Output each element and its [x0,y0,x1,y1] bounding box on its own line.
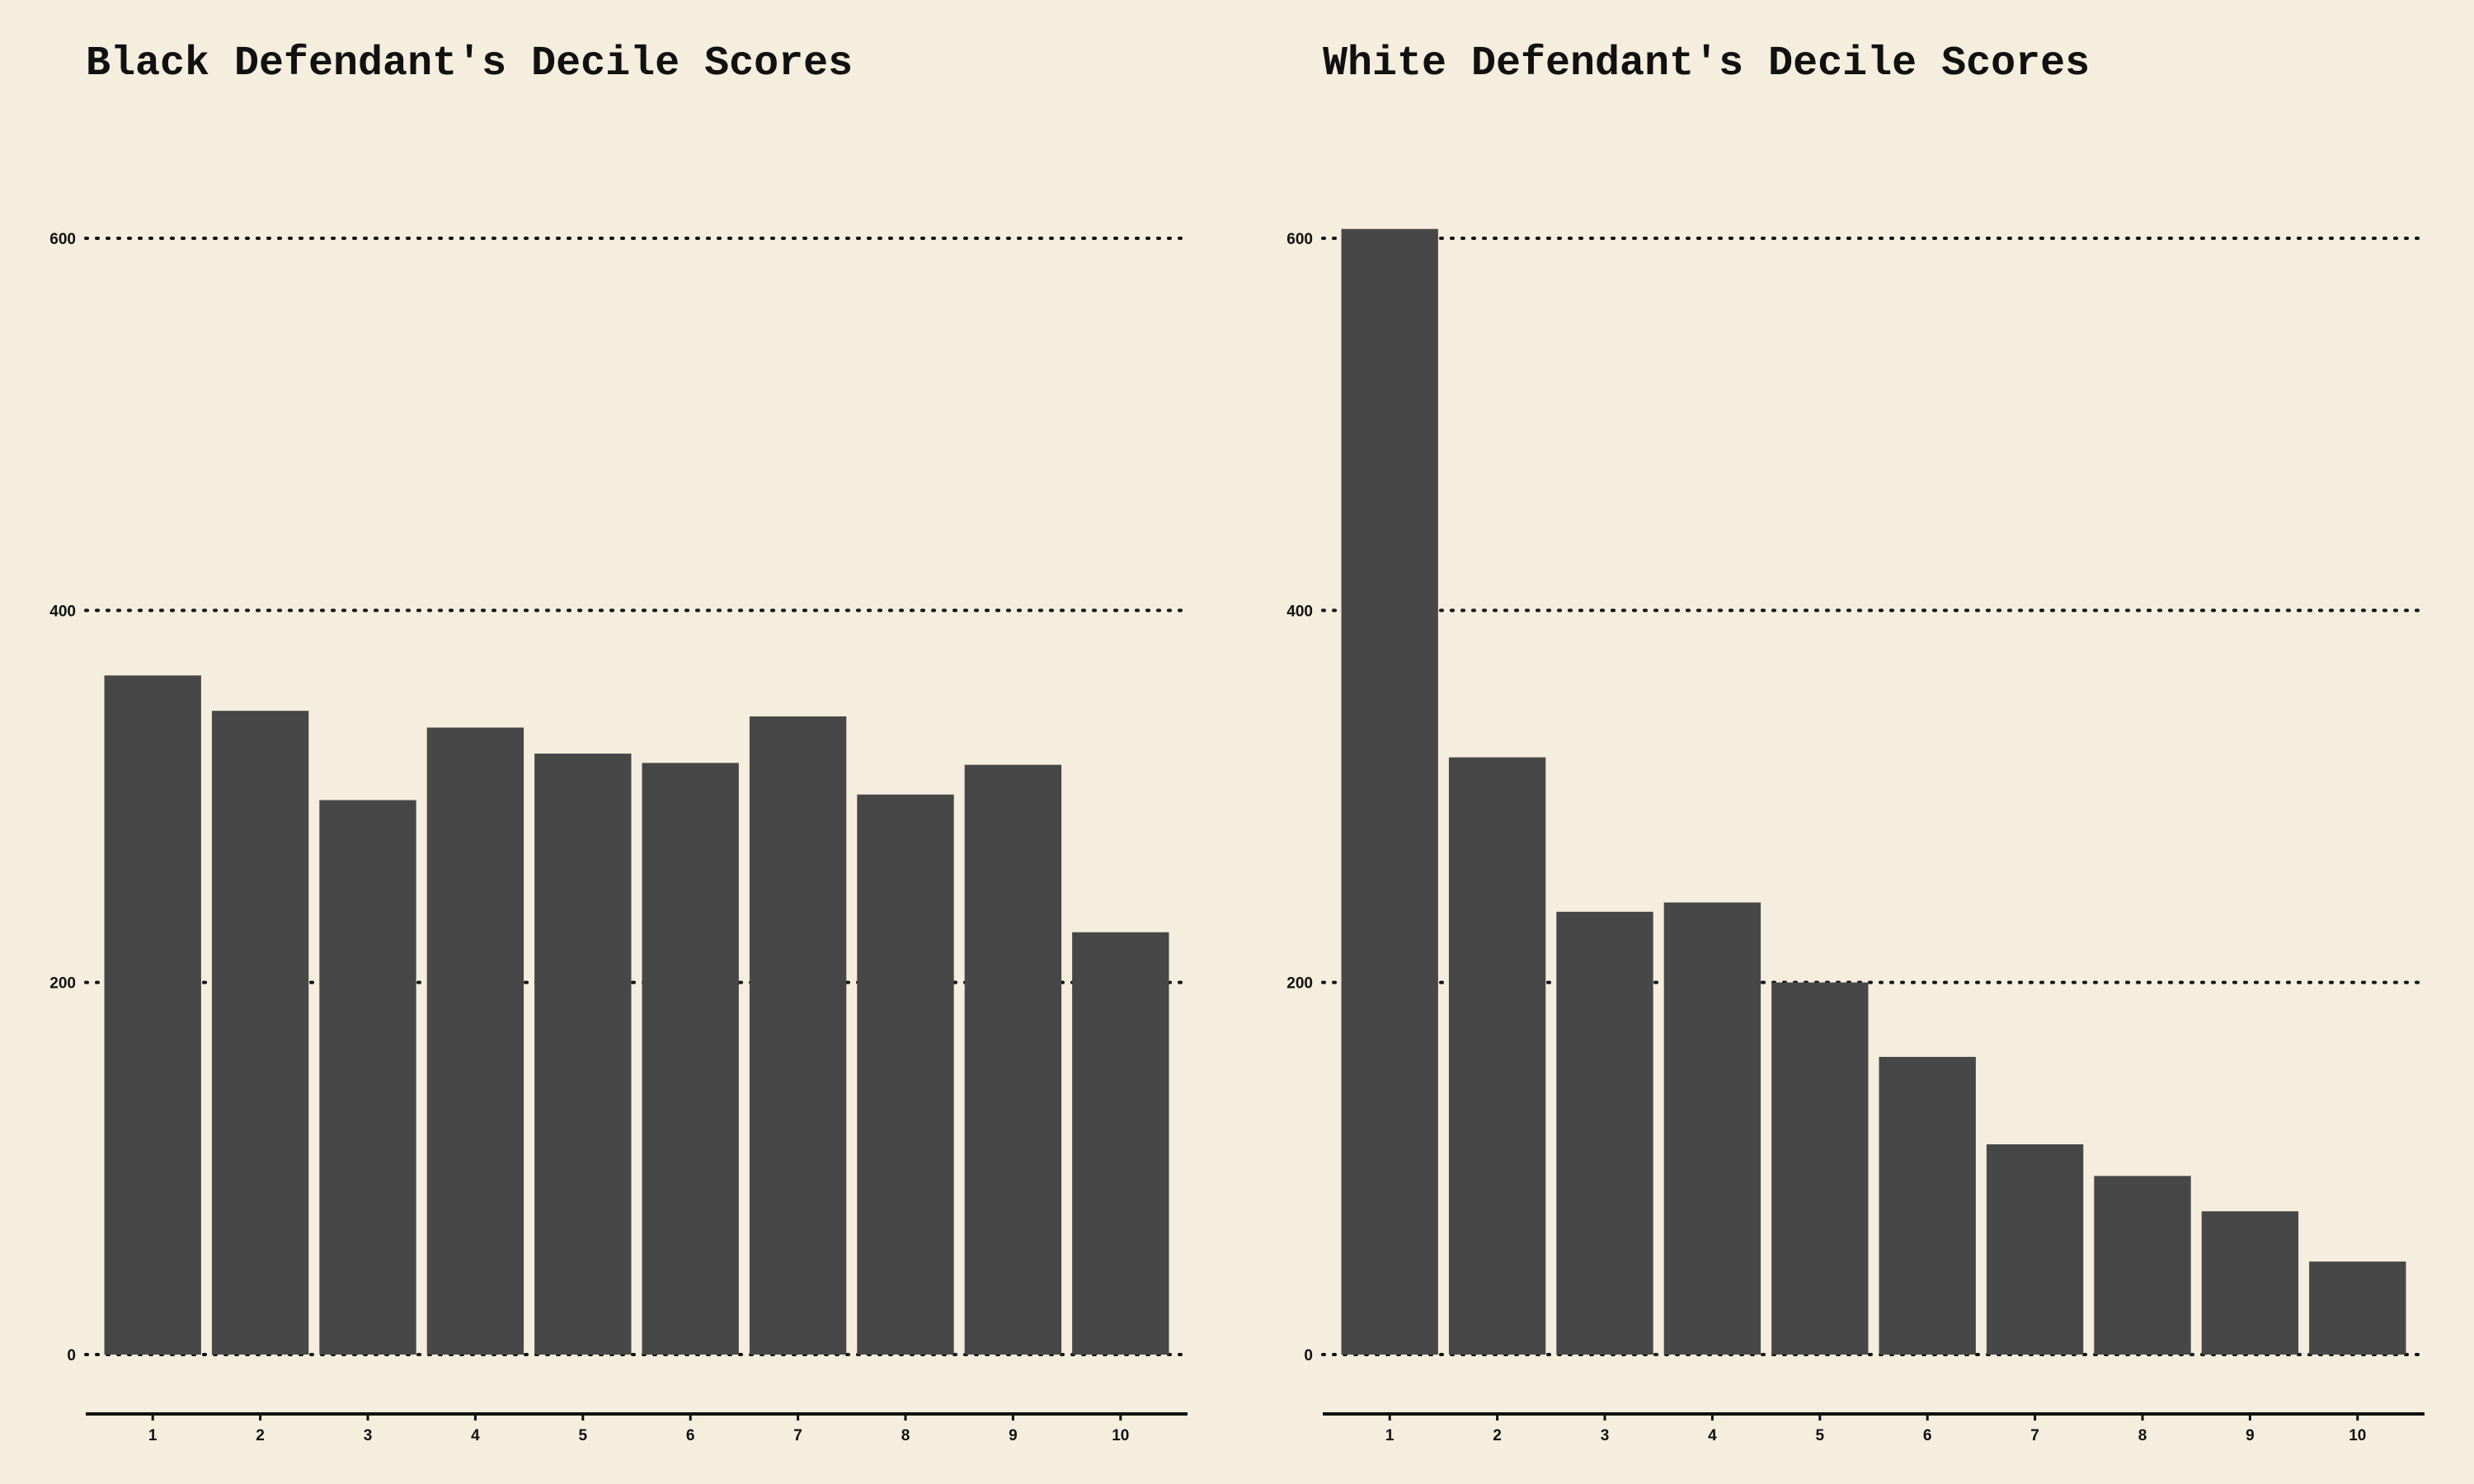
x-tick-label: 10 [1112,1427,1129,1444]
chart-title: White Defendant's Decile Scores [1323,40,2090,87]
y-tick-label: 400 [49,603,76,620]
bar-9 [964,764,1062,1355]
x-tick-label: 2 [1493,1427,1502,1444]
x-tick-label: 9 [2246,1427,2255,1444]
x-tick-label: 8 [2138,1427,2147,1444]
y-tick-label: 0 [67,1347,76,1364]
x-tick-label: 5 [1816,1427,1825,1444]
y-tick-label: 600 [49,231,76,248]
bars [1341,228,2406,1355]
x-tick-label: 2 [256,1427,265,1444]
x-tick-label: 1 [148,1427,158,1444]
y-tick-label: 0 [1304,1347,1313,1364]
tick-labels: 0 200 400 600 1 2 3 4 5 6 7 8 9 10 [1286,231,2366,1444]
black-defendants-panel: Black Defendant's Decile Scores 0 200 400 6… [49,40,1189,1444]
bar-3 [319,800,416,1355]
x-tick-label: 7 [793,1427,802,1444]
x-tick-label: 8 [901,1427,910,1444]
chart-title: Black Defendant's Decile Scores [86,40,853,87]
y-tick-label: 600 [1286,231,1313,248]
bar-4 [1663,902,1761,1355]
x-tick-label: 1 [1385,1427,1395,1444]
bar-6 [642,763,739,1355]
x-tick-label: 5 [579,1427,588,1444]
bar-1 [104,675,201,1355]
x-tick-label: 10 [2349,1427,2366,1444]
x-tick-label: 6 [1923,1427,1932,1444]
bar-5 [1771,982,1869,1355]
bar-9 [2201,1211,2299,1355]
bars [104,675,1169,1355]
bar-2 [211,711,309,1355]
bar-2 [1448,757,1546,1355]
x-tick-label: 4 [1708,1427,1717,1444]
y-tick-label: 200 [49,975,76,993]
y-tick-label: 200 [1286,975,1313,993]
tick-labels: 0 200 400 600 1 2 3 4 5 6 7 8 9 10 [49,231,1129,1444]
bar-5 [534,754,632,1355]
x-tick-label: 6 [686,1427,695,1444]
bar-7 [749,716,847,1355]
bar-8 [857,794,954,1355]
bar-10 [2309,1261,2406,1355]
x-tick-label: 4 [471,1427,480,1444]
x-tick-label: 3 [1601,1427,1610,1444]
x-tick-label: 7 [2030,1427,2039,1444]
bar-10 [1072,932,1169,1355]
x-tick-label: 9 [1009,1427,1018,1444]
y-tick-label: 400 [1286,603,1313,620]
bar-7 [1986,1144,2084,1355]
bar-8 [2094,1176,2191,1355]
white-defendants-panel: White Defendant's Decile Scores 0 200 400 6… [1286,40,2426,1444]
bar-1 [1341,228,1438,1355]
x-tick-label: 3 [364,1427,373,1444]
bar-6 [1879,1056,1976,1355]
bar-4 [426,727,524,1355]
bar-3 [1556,911,1653,1355]
